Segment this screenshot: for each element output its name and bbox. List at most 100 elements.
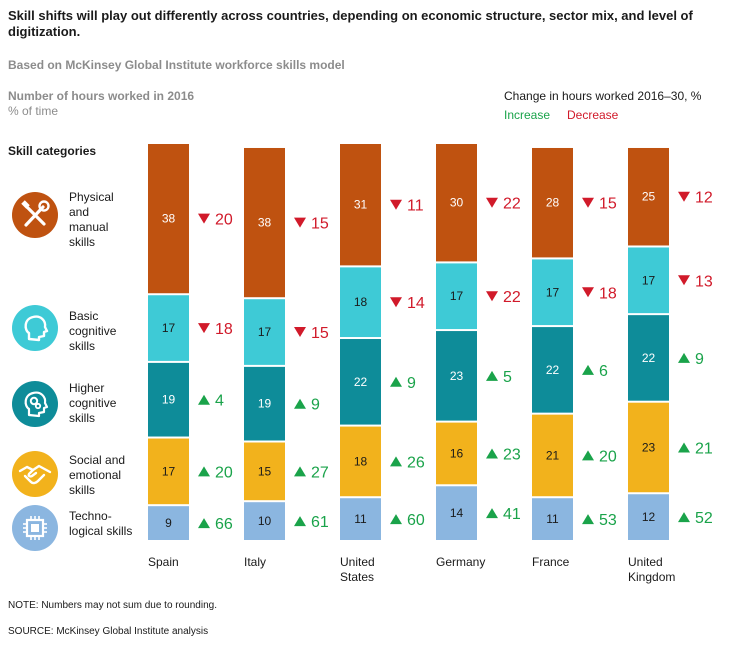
increase-arrow-icon bbox=[582, 514, 594, 525]
bar-segment bbox=[148, 144, 189, 294]
head-icon bbox=[12, 305, 58, 351]
bar-segment bbox=[628, 247, 669, 314]
bar-value-label: 28 bbox=[546, 196, 560, 210]
decrease-arrow-icon bbox=[294, 217, 306, 228]
hours-worked-title: Number of hours worked in 2016 bbox=[8, 89, 195, 103]
country-label: States bbox=[340, 570, 374, 584]
increase-arrow-icon bbox=[198, 466, 210, 477]
bar-segment bbox=[628, 147, 669, 246]
bar-value-label: 16 bbox=[450, 446, 464, 460]
increase-arrow-icon bbox=[390, 514, 402, 525]
bar-value-label: 22 bbox=[642, 351, 656, 365]
bar-value-label: 19 bbox=[162, 393, 176, 407]
country-label: Germany bbox=[436, 555, 485, 569]
change-value-label: 53 bbox=[599, 512, 617, 529]
increase-arrow-icon bbox=[390, 456, 402, 467]
decrease-arrow-icon bbox=[390, 199, 402, 210]
skill-categories-header: Skill categories bbox=[8, 144, 97, 158]
bar-value-label: 19 bbox=[258, 397, 272, 411]
bar-segment bbox=[244, 366, 285, 441]
bar-segment bbox=[628, 494, 669, 540]
bar-value-label: 14 bbox=[450, 506, 464, 520]
bar-segment bbox=[436, 331, 477, 421]
bar-value-label: 10 bbox=[258, 514, 272, 528]
change-value-label: 12 bbox=[695, 190, 713, 207]
change-value-label: 27 bbox=[311, 464, 329, 481]
bar-value-label: 21 bbox=[546, 448, 560, 462]
change-value-label: 9 bbox=[407, 375, 416, 392]
bar-segment bbox=[436, 422, 477, 485]
hours-worked-unit: % of time bbox=[8, 104, 59, 118]
change-value-label: 20 bbox=[215, 212, 233, 229]
increase-arrow-icon bbox=[390, 376, 402, 387]
tools-icon bbox=[12, 192, 58, 238]
change-value-label: 13 bbox=[695, 273, 713, 290]
increase-arrow-icon bbox=[294, 516, 306, 527]
bar-segment bbox=[148, 295, 189, 361]
change-title: Change in hours worked 2016–30, % bbox=[504, 89, 702, 103]
increase-arrow-icon bbox=[678, 442, 690, 453]
bar-segment bbox=[436, 486, 477, 540]
increase-arrow-icon bbox=[486, 508, 498, 519]
bar-segment bbox=[628, 402, 669, 493]
bar-value-label: 17 bbox=[258, 325, 272, 339]
change-value-label: 26 bbox=[407, 454, 425, 471]
bar-segment bbox=[532, 147, 573, 258]
bar-segment bbox=[340, 267, 381, 338]
bar-value-label: 18 bbox=[354, 454, 368, 468]
decrease-arrow-icon bbox=[294, 327, 306, 338]
bar-value-label: 17 bbox=[162, 321, 176, 335]
bar-segment bbox=[436, 144, 477, 262]
change-value-label: 23 bbox=[503, 446, 521, 463]
category-label-basic: Basic cognitive skills bbox=[69, 309, 117, 353]
increase-arrow-icon bbox=[678, 512, 690, 523]
bar-value-label: 17 bbox=[546, 285, 560, 299]
increase-arrow-icon bbox=[582, 364, 594, 375]
bar-segment bbox=[340, 339, 381, 425]
microchip-icon bbox=[12, 505, 58, 551]
category-label-social: Social and emotional skills bbox=[69, 453, 126, 497]
chart-subtitle: Based on McKinsey Global Institute workf… bbox=[8, 58, 345, 72]
change-value-label: 14 bbox=[407, 295, 425, 312]
bar-value-label: 15 bbox=[258, 464, 272, 478]
increase-arrow-icon bbox=[294, 398, 306, 409]
change-value-label: 66 bbox=[215, 516, 233, 533]
change-value-label: 6 bbox=[599, 363, 608, 380]
bar-value-label: 23 bbox=[642, 440, 656, 454]
change-value-label: 5 bbox=[503, 369, 512, 386]
increase-arrow-icon bbox=[198, 518, 210, 529]
country-label: France bbox=[532, 555, 570, 569]
change-value-label: 22 bbox=[503, 289, 521, 306]
bar-segment bbox=[532, 414, 573, 497]
bar-value-label: 22 bbox=[354, 375, 368, 389]
decrease-arrow-icon bbox=[390, 297, 402, 308]
chart-title: Skill shifts will play out differently a… bbox=[8, 8, 693, 39]
bar-segment bbox=[340, 144, 381, 266]
change-value-label: 60 bbox=[407, 512, 425, 529]
increase-arrow-icon bbox=[486, 370, 498, 381]
change-value-label: 41 bbox=[503, 506, 521, 523]
bar-value-label: 38 bbox=[258, 216, 272, 230]
change-value-label: 18 bbox=[599, 285, 617, 302]
bar-value-label: 25 bbox=[642, 190, 656, 204]
bar-value-label: 38 bbox=[162, 212, 176, 226]
handshake-icon bbox=[12, 451, 58, 497]
footnote: NOTE: Numbers may not sum due to roundin… bbox=[8, 600, 217, 611]
source-note: SOURCE: McKinsey Global Institute analys… bbox=[8, 626, 209, 637]
category-label-higher: Higher cognitive skills bbox=[69, 381, 117, 425]
bar-value-label: 23 bbox=[450, 369, 464, 383]
bar-value-label: 17 bbox=[642, 273, 656, 287]
bar-segment bbox=[340, 498, 381, 540]
bar-value-label: 31 bbox=[354, 198, 368, 212]
change-value-label: 11 bbox=[407, 198, 424, 215]
bar-value-label: 9 bbox=[165, 516, 172, 530]
change-value-label: 61 bbox=[311, 514, 329, 531]
country-label: Italy bbox=[244, 555, 266, 569]
increase-arrow-icon bbox=[678, 352, 690, 363]
increase-arrow-icon bbox=[486, 448, 498, 459]
bar-value-label: 22 bbox=[546, 363, 560, 377]
bar-segment bbox=[628, 315, 669, 401]
increase-arrow-icon bbox=[582, 450, 594, 461]
decrease-arrow-icon bbox=[486, 197, 498, 208]
